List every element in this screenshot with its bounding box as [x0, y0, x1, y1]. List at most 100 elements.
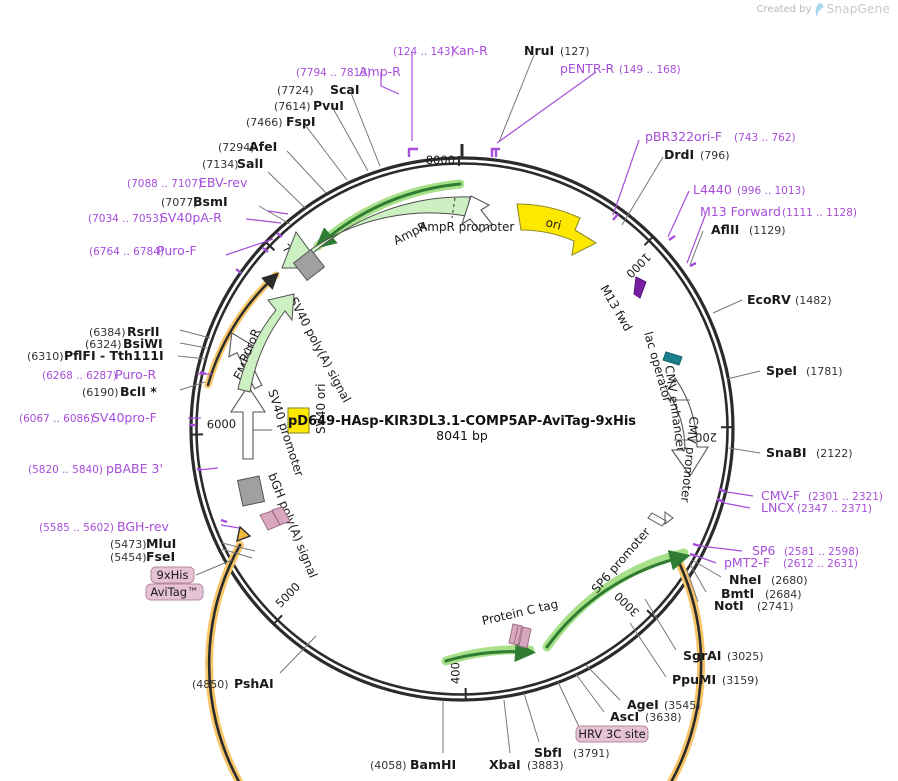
tag-chip-9xhis: 9xHis [150, 566, 195, 584]
feature-sv40-ori: SV40 ori [287, 383, 328, 434]
enzyme-pos-sgrai: (3025) [727, 650, 764, 663]
enzyme-label-fspi: FspI [286, 114, 316, 129]
enzyme-label-aflii: AflII [711, 222, 739, 237]
enzyme-pos-noti: (2741) [757, 600, 794, 613]
enzyme-pos-snabi: (2122) [816, 447, 853, 460]
enzyme-label-bsiwi: BsiWI [123, 336, 163, 351]
primer-pos-sp6: (2581 .. 2598) [784, 546, 859, 558]
primer-label-pentr-r: pENTR-R [560, 61, 615, 76]
tag-chips: 9xHis AviTag™ HRV 3C site [145, 566, 649, 743]
enzyme-label-bamhi: BamHI [410, 757, 456, 772]
feature-label-ori: ori [544, 215, 563, 232]
primer-label-pbr322ori-f: pBR322ori-F [645, 129, 722, 144]
enzyme-label-drdi: DrdI [664, 147, 694, 162]
enzyme-label-snabi: SnaBI [766, 445, 807, 460]
primer-label-cmv-f: CMV-F [761, 488, 800, 503]
label-group-left: (5473) MluI (5454) FseI (5585 .. 5602) B… [19, 324, 176, 564]
tag-label-9xhis: 9xHis [157, 568, 189, 582]
orf-arcs [204, 179, 706, 781]
enzyme-label-sgrai: SgrAI [683, 648, 721, 663]
feature-m13-fwd: M13 fwd [597, 276, 647, 334]
enzyme-pos-fspi: (7466) [246, 116, 283, 129]
enzyme-label-rsrii: RsrII [127, 324, 160, 339]
primer-pos-kan-r: (124 .. 143) [393, 46, 455, 58]
feature-label-sv40-ori: SV40 ori [314, 383, 328, 434]
enzyme-label-pshai: PshAI [234, 676, 274, 691]
enzyme-pos-pvui: (7614) [274, 100, 311, 113]
enzyme-pos-nrui: (127) [560, 45, 590, 58]
enzyme-pos-bsmi: (7077) [161, 196, 198, 209]
enzyme-pos-afei: (7294) [218, 141, 255, 154]
enzyme-pos-drdi: (796) [700, 149, 730, 162]
enzyme-pos-rsrii: (6384) [89, 326, 126, 339]
primer-label-amp-r: Amp-R [359, 64, 401, 79]
tag-label-hrv3c: HRV 3C site [578, 727, 645, 741]
feature-sp6-promoter: SP6 promoter [589, 511, 674, 596]
label-group-bottom: SbfI (3791) XbaI (3883) (4058) BamHI (48… [192, 676, 610, 772]
primer-label-sv40pro-f: SV40pro-F [92, 410, 157, 425]
primer-label-m13-forward: M13 Forward [700, 204, 781, 219]
enzyme-label-pvui: PvuI [313, 98, 344, 113]
primer-pos-pbr322ori-f: (743 .. 762) [734, 132, 796, 144]
primer-label-lncx: LNCX [761, 500, 795, 515]
enzyme-label-xbai: XbaI [489, 757, 521, 772]
enzyme-pos-sbfi: (3791) [573, 747, 610, 760]
primer-pos-bgh-rev: (5585 .. 5602) [39, 522, 114, 534]
plasmid-name: pD649-HAsp-KIR3DL3.1-COMP5AP-AviTag-9xHi… [288, 414, 636, 429]
enzyme-label-mlui: MluI [146, 536, 176, 551]
tag-chip-hrv3c: HRV 3C site [575, 725, 649, 743]
enzyme-pos-agei: (3545) [664, 699, 701, 712]
enzyme-pos-spei: (1781) [806, 365, 843, 378]
feature-sv40-polya: SV40 poly(A) signal [286, 248, 354, 405]
primer-label-bgh-rev: BGH-rev [117, 519, 170, 534]
enzyme-pos-bsiwi: (6324) [85, 338, 122, 351]
snapgene-brand: SnapGene [826, 2, 890, 16]
enzyme-label-pflfi: PflFI - Tth111I [64, 348, 164, 363]
credit-prefix: Created by [756, 3, 812, 15]
label-group-right: EcoRV (1482) SpeI (1781) SnaBI (2122) CM… [610, 292, 883, 724]
label-group-top-right: NruI (127) pENTR-R (149 .. 168) pBR322or… [524, 43, 857, 237]
enzyme-pos-sali: (7134) [202, 158, 239, 171]
label-group-top-left: (7794 .. 7813) Amp-R (7724) ScaI (7614) … [88, 43, 488, 258]
primer-label-l4440: L4440 [693, 182, 732, 197]
primer-pos-amp-r: (7794 .. 7813) [296, 67, 371, 79]
enzyme-pos-mlui: (5473) [110, 538, 147, 551]
tag-label-avitag: AviTag™ [150, 585, 198, 599]
enzyme-pos-ecorv: (1482) [795, 294, 832, 307]
primer-pos-sv40pro-f: (6067 .. 6086) [19, 413, 94, 425]
primer-label-pmt2-f: pMT2-F [724, 555, 770, 570]
tick-label-1000: 1000 [623, 250, 654, 281]
enzyme-pos-ppumi: (3159) [722, 674, 759, 687]
enzyme-label-ecorv: EcoRV [747, 292, 791, 307]
primer-label-sv40pa-r: SV40pA-R [160, 210, 222, 225]
enzyme-pos-bcli: (6190) [82, 386, 119, 399]
tag-chip-avitag: AviTag™ [145, 583, 204, 601]
primer-pos-puro-f: (6764 .. 6784) [89, 246, 164, 258]
enzyme-label-agei: AgeI [627, 697, 659, 712]
enzyme-pos-asci: (3638) [645, 711, 682, 724]
enzyme-pos-pshai: (4850) [192, 678, 229, 691]
enzyme-label-afei: AfeI [249, 139, 277, 154]
enzyme-pos-pflfi: (6310) [27, 350, 64, 363]
primer-label-puro-f: Puro-F [157, 243, 197, 258]
enzyme-label-nrui: NruI [524, 43, 554, 58]
primer-label-pbabe3: pBABE 3' [106, 461, 163, 476]
primer-label-ebv-rev: EBV-rev [199, 175, 248, 190]
enzyme-label-sali: SalI [237, 156, 263, 171]
primer-pos-l4440: (996 .. 1013) [737, 185, 805, 197]
enzyme-label-ppumi: PpuMI [672, 672, 716, 687]
primer-pos-ebv-rev: (7088 .. 7107) [127, 178, 202, 190]
primer-pos-sv40pa-r: (7034 .. 7053) [88, 213, 163, 225]
tick-label-3000: 3000 [611, 589, 642, 619]
enzyme-label-bcli: BclI * [120, 384, 157, 399]
primer-pos-pmt2-f: (2612 .. 2631) [783, 558, 858, 570]
enzyme-label-nhei: NheI [729, 572, 762, 587]
primer-pos-pbabe3: (5820 .. 5840) [28, 464, 103, 476]
enzyme-label-bmti: BmtI [721, 586, 754, 601]
tick-label-6000: 6000 [207, 417, 237, 432]
enzyme-pos-fsei: (5454) [110, 551, 147, 564]
enzyme-label-scai: ScaI [330, 82, 360, 97]
primer-pos-lncx: (2347 .. 2371) [797, 503, 872, 515]
